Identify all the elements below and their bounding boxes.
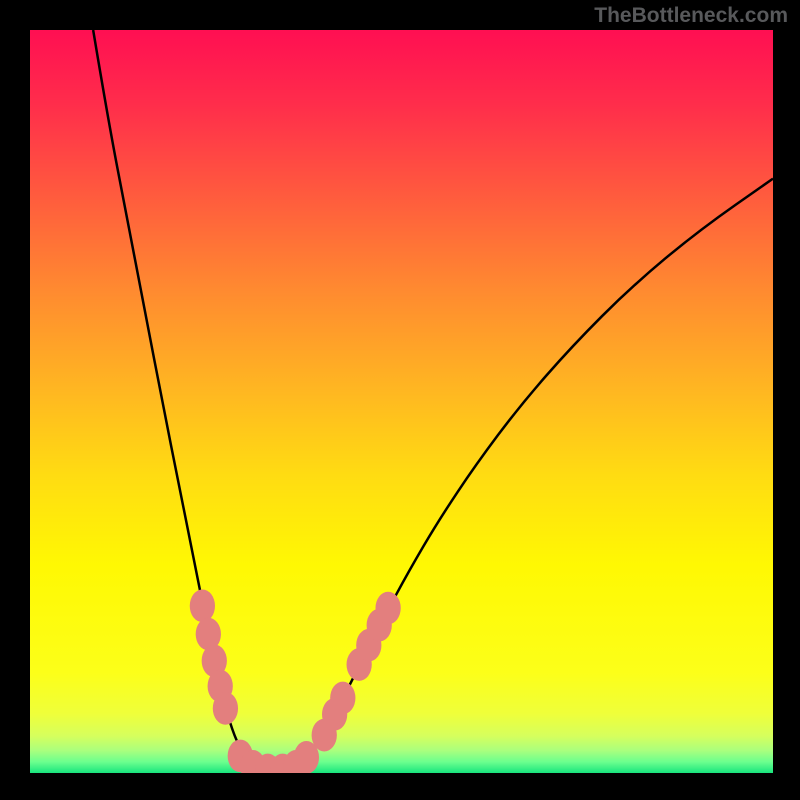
- gradient-background: [30, 30, 773, 773]
- data-marker: [330, 682, 355, 715]
- plot-area: [30, 30, 773, 773]
- attribution-label: TheBottleneck.com: [594, 4, 788, 28]
- canvas-frame: TheBottleneck.com: [0, 0, 800, 800]
- bottleneck-chart: [30, 30, 773, 773]
- data-marker: [213, 692, 238, 725]
- data-marker: [190, 589, 215, 622]
- data-marker: [375, 592, 400, 625]
